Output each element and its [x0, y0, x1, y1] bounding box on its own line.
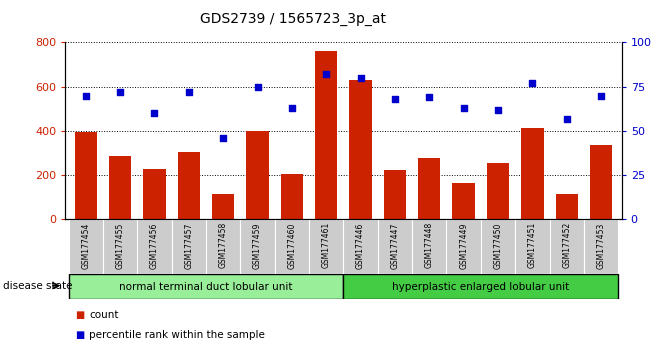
Bar	[309, 219, 344, 274]
Bar	[178, 152, 200, 219]
Bar	[343, 274, 618, 299]
Text: disease state: disease state	[3, 281, 73, 291]
Text: GSM177454: GSM177454	[81, 222, 90, 269]
Point	[321, 72, 331, 77]
Point	[286, 105, 297, 111]
Text: GSM177451: GSM177451	[528, 222, 537, 268]
Point	[562, 116, 572, 121]
Point	[424, 95, 434, 100]
Text: ■: ■	[75, 310, 84, 320]
Text: GDS2739 / 1565723_3p_at: GDS2739 / 1565723_3p_at	[200, 12, 386, 27]
Text: GSM177450: GSM177450	[493, 222, 503, 269]
Point	[253, 84, 263, 90]
Bar	[555, 194, 578, 219]
Text: GSM177457: GSM177457	[184, 222, 193, 269]
Bar	[590, 145, 612, 219]
Point	[390, 96, 400, 102]
Text: count: count	[89, 310, 118, 320]
Point	[115, 89, 125, 95]
Bar	[212, 194, 234, 219]
Bar	[281, 174, 303, 219]
Point	[527, 80, 538, 86]
Bar	[137, 219, 172, 274]
Text: hyperplastic enlarged lobular unit: hyperplastic enlarged lobular unit	[392, 282, 570, 292]
Text: GSM177447: GSM177447	[391, 222, 400, 269]
Bar	[103, 219, 137, 274]
Text: GSM177449: GSM177449	[459, 222, 468, 269]
Bar	[447, 219, 481, 274]
Bar	[246, 131, 269, 219]
Bar	[109, 156, 132, 219]
Bar	[452, 183, 475, 219]
Point	[355, 75, 366, 81]
Bar	[418, 158, 441, 219]
Text: GSM177448: GSM177448	[425, 222, 434, 268]
Point	[458, 105, 469, 111]
Text: normal terminal duct lobular unit: normal terminal duct lobular unit	[119, 282, 293, 292]
Bar	[481, 219, 515, 274]
Bar	[172, 219, 206, 274]
Text: GSM177453: GSM177453	[596, 222, 605, 269]
Bar	[240, 219, 275, 274]
Bar	[412, 219, 447, 274]
Bar	[143, 169, 165, 219]
Text: ■: ■	[75, 330, 84, 339]
Bar	[68, 219, 103, 274]
Text: GSM177452: GSM177452	[562, 222, 571, 268]
Point	[218, 135, 229, 141]
Point	[184, 89, 194, 95]
Bar	[275, 219, 309, 274]
Bar	[384, 170, 406, 219]
Point	[493, 107, 503, 113]
Text: GSM177460: GSM177460	[287, 222, 296, 269]
Point	[596, 93, 606, 98]
Text: GSM177456: GSM177456	[150, 222, 159, 269]
Bar	[487, 163, 509, 219]
Text: GSM177459: GSM177459	[253, 222, 262, 269]
Point	[81, 93, 91, 98]
Bar	[378, 219, 412, 274]
Text: GSM177461: GSM177461	[322, 222, 331, 268]
Bar	[350, 80, 372, 219]
Bar	[549, 219, 584, 274]
Bar	[206, 219, 240, 274]
Bar	[521, 128, 544, 219]
Bar	[315, 51, 337, 219]
Text: GSM177446: GSM177446	[356, 222, 365, 269]
Point	[149, 110, 159, 116]
Bar	[75, 132, 97, 219]
Bar	[584, 219, 618, 274]
Bar	[68, 274, 344, 299]
Bar	[343, 219, 378, 274]
Text: GSM177455: GSM177455	[116, 222, 124, 269]
Bar	[515, 219, 549, 274]
Text: percentile rank within the sample: percentile rank within the sample	[89, 330, 265, 339]
Text: GSM177458: GSM177458	[219, 222, 228, 268]
